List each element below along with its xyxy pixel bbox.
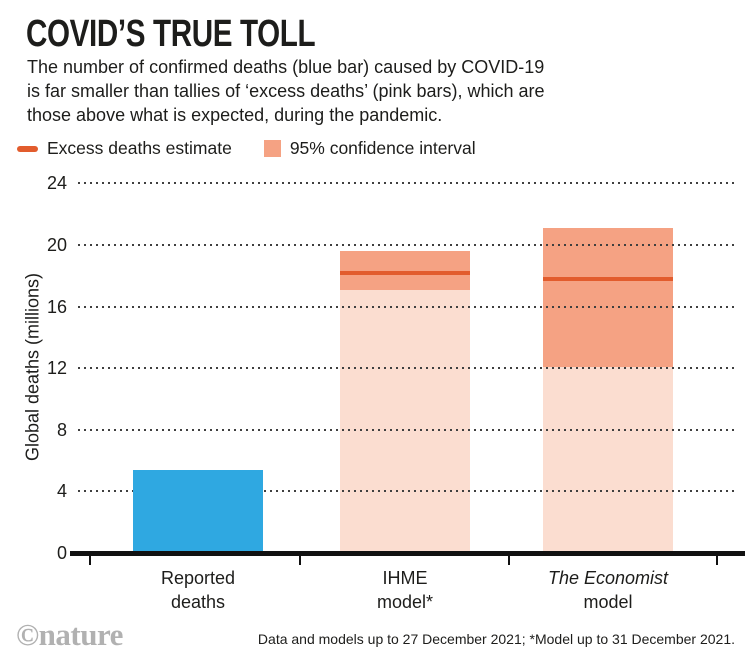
x-category-label-line2: deaths [170, 592, 226, 612]
y-tick-label: 4 [56, 481, 67, 502]
gridline [78, 305, 734, 308]
x-axis-tick [89, 556, 91, 565]
x-axis [70, 551, 745, 556]
subtitle-line: is far smaller than tallies of ‘excess d… [27, 81, 545, 101]
gridline [78, 490, 734, 493]
bar-ci-band [543, 228, 673, 367]
gridline [78, 182, 734, 185]
x-category-label-line1: Reported [160, 568, 236, 588]
y-tick-label: 0 [56, 543, 67, 563]
y-tick-label: 12 [46, 358, 67, 379]
gridline [78, 367, 734, 370]
x-category-label-line1: IHME [382, 568, 428, 588]
x-category-label: IHME model* [295, 566, 515, 614]
estimate-line [340, 270, 470, 275]
x-category-label-line1: The Economist [547, 568, 669, 588]
confidence-square-icon [263, 140, 281, 157]
chart-title: COVID’S TRUE TOLL [26, 13, 316, 55]
legend-label: Excess deaths estimate [47, 138, 232, 158]
x-category-label-line2: model [583, 592, 633, 612]
bar-ci-band [340, 251, 470, 290]
nature-logo: ©nature [16, 617, 123, 652]
estimate-dash-icon [17, 145, 38, 152]
legend-label: 95% confidence interval [289, 138, 476, 158]
x-category-label: The Economist model [498, 566, 718, 614]
gridline [78, 428, 734, 431]
subtitle-line: The number of confirmed deaths (blue bar… [27, 57, 545, 77]
bar-reported-deaths [133, 469, 263, 553]
x-axis-tick [716, 556, 718, 565]
x-category-label: Reported deaths [88, 566, 308, 614]
legend-item-estimate: Excess deaths estimate [17, 138, 232, 159]
subtitle-line: those above what is expected, during the… [27, 105, 443, 125]
y-tick-label: 8 [56, 419, 67, 440]
y-tick-label: 20 [46, 235, 67, 255]
gridline [78, 244, 734, 246]
bar-ci-upper-fill [340, 251, 470, 553]
chart-subtitle: The number of confirmed deaths (blue bar… [27, 55, 545, 127]
legend-item-confidence: 95% confidence interval [263, 138, 476, 159]
source-note: Data and models up to 27 December 2021; … [257, 631, 735, 647]
y-tick-label: 16 [46, 296, 67, 317]
x-category-label-line2: model* [376, 592, 434, 612]
legend: Excess deaths estimate 95% confidence in… [17, 138, 476, 159]
estimate-line [543, 276, 673, 281]
x-axis-tick [299, 556, 301, 565]
x-axis-tick [508, 556, 510, 565]
y-tick-label: 24 [46, 173, 67, 194]
